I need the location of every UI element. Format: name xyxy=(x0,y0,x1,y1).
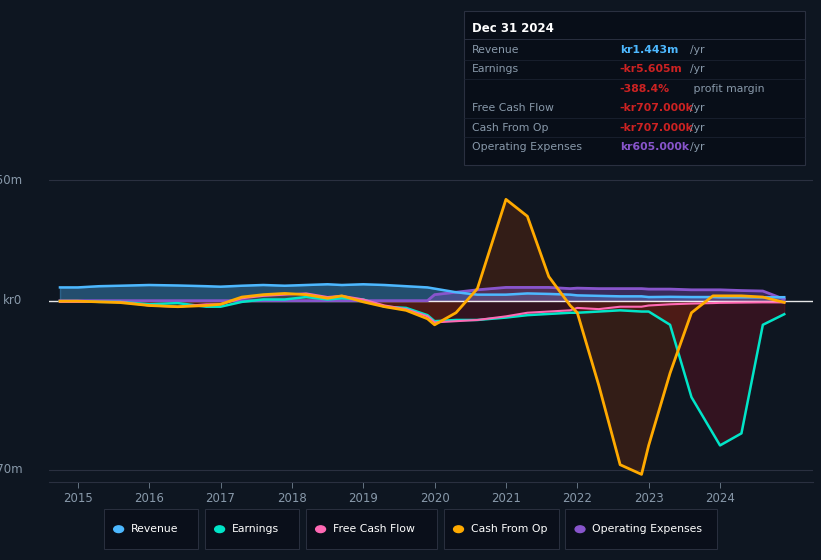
Text: Revenue: Revenue xyxy=(472,45,520,55)
Text: kr0: kr0 xyxy=(3,294,22,307)
Text: Revenue: Revenue xyxy=(131,524,178,534)
Text: /yr: /yr xyxy=(690,45,704,55)
Text: Operating Expenses: Operating Expenses xyxy=(593,524,702,534)
Text: -kr5.605m: -kr5.605m xyxy=(620,64,682,74)
Text: kr605.000k: kr605.000k xyxy=(620,142,689,152)
Text: Dec 31 2024: Dec 31 2024 xyxy=(472,21,554,35)
Text: /yr: /yr xyxy=(690,64,704,74)
Text: -388.4%: -388.4% xyxy=(620,84,670,94)
Text: -kr707.000k: -kr707.000k xyxy=(620,123,694,133)
Text: kr1.443m: kr1.443m xyxy=(620,45,678,55)
Text: Free Cash Flow: Free Cash Flow xyxy=(472,103,554,113)
Text: /yr: /yr xyxy=(690,123,704,133)
Text: -kr70m: -kr70m xyxy=(0,463,22,476)
Text: Cash From Op: Cash From Op xyxy=(471,524,548,534)
Text: profit margin: profit margin xyxy=(690,84,764,94)
Text: -kr707.000k: -kr707.000k xyxy=(620,103,694,113)
Text: Free Cash Flow: Free Cash Flow xyxy=(333,524,415,534)
Text: Cash From Op: Cash From Op xyxy=(472,123,548,133)
Text: /yr: /yr xyxy=(690,142,704,152)
Text: kr50m: kr50m xyxy=(0,174,22,186)
Text: Earnings: Earnings xyxy=(472,64,519,74)
Text: Earnings: Earnings xyxy=(232,524,279,534)
Text: /yr: /yr xyxy=(690,103,704,113)
Text: Operating Expenses: Operating Expenses xyxy=(472,142,582,152)
